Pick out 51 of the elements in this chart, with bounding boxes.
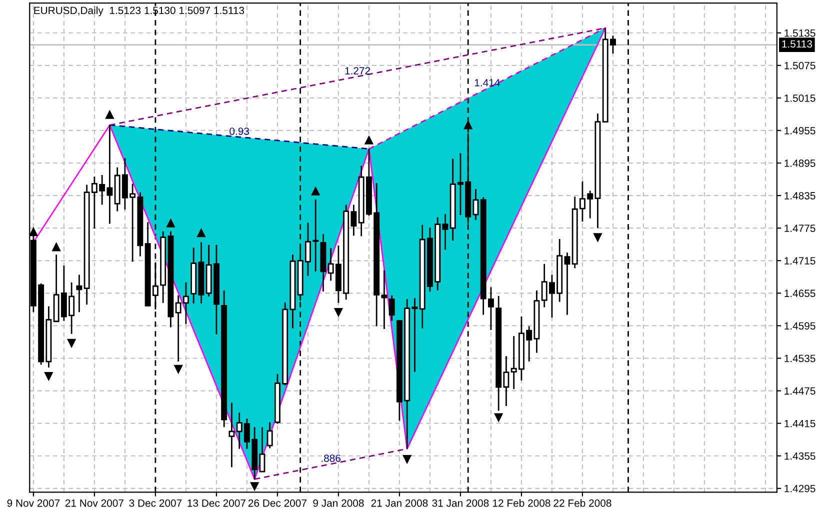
point xyxy=(106,110,114,119)
point xyxy=(464,120,472,130)
x-tick-label: 3 Dec 2007 xyxy=(129,499,182,507)
y-tick-label: 1.4535 xyxy=(784,354,816,362)
y-tick-label: 1.4775 xyxy=(784,224,816,232)
y-tick-label: 1.4835 xyxy=(784,192,816,200)
point xyxy=(594,233,602,242)
chart-title: EURUSD,Daily 1.5123 1.5130 1.5097 1.5113 xyxy=(34,6,244,16)
x-tick-label: 21 Nov 2007 xyxy=(65,499,124,507)
point xyxy=(250,482,259,490)
series-label: .886 xyxy=(322,454,341,462)
y-tick-label: 1.5015 xyxy=(784,94,816,102)
point xyxy=(67,338,76,348)
point xyxy=(364,136,374,144)
x-tick-label: 9 Nov 2007 xyxy=(7,499,60,507)
x-tick-label: 9 Jan 2008 xyxy=(313,499,364,507)
point xyxy=(494,413,503,422)
series-label: 1.272 xyxy=(345,67,370,74)
point xyxy=(311,187,320,196)
y-tick-label: 1.4655 xyxy=(784,290,816,298)
x-tick-label: 12 Feb 2008 xyxy=(493,499,550,507)
point xyxy=(166,219,175,228)
point xyxy=(334,308,343,316)
y-tick-label: 1.4715 xyxy=(784,257,816,265)
y-tick-label: 1.4595 xyxy=(784,322,816,330)
y-tick-label: 1.4295 xyxy=(784,484,816,492)
x-tick-label: 13 Dec 2007 xyxy=(188,499,246,507)
y-tick-label: 1.4475 xyxy=(784,387,816,395)
series-label: 1.414 xyxy=(474,79,500,86)
point xyxy=(44,372,53,380)
candlestick xyxy=(76,274,82,313)
y-tick-label: 1.4895 xyxy=(784,160,816,167)
point xyxy=(52,242,60,252)
series-label: 0.93 xyxy=(230,128,250,135)
point xyxy=(30,228,38,236)
candlestick xyxy=(388,294,395,322)
candlestick xyxy=(266,422,273,449)
x-tick-label: 22 Feb 2008 xyxy=(554,499,612,507)
point xyxy=(197,228,206,238)
x-tick-label: 21 Jan 2008 xyxy=(371,499,428,507)
y-tick-label: 1.5075 xyxy=(784,62,816,70)
point xyxy=(174,364,182,374)
point xyxy=(402,454,412,464)
y-tick-label: 1.4355 xyxy=(784,452,816,460)
candlestick xyxy=(228,402,235,468)
x-tick-label: 31 Jan 2008 xyxy=(432,499,489,507)
y-tick-label: 1.4415 xyxy=(784,420,816,428)
ref-line-label: 1.5113 xyxy=(782,40,812,48)
x-tick-label: 26 Dec 2007 xyxy=(248,499,306,507)
y-tick-label: 1.4955 xyxy=(784,126,816,134)
y-tick-label: 1.5135 xyxy=(784,29,816,37)
